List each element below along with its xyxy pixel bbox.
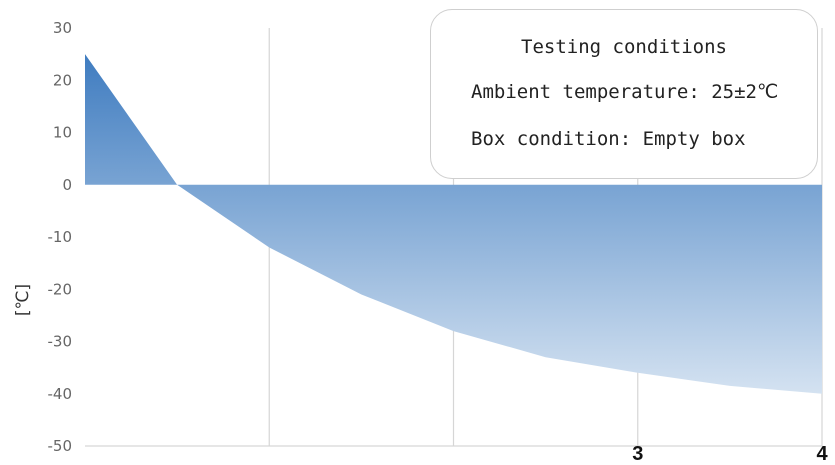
y-axis-label: [℃] <box>13 284 33 316</box>
legend-ambient-temperature: Ambient temperature: 25±2℃ <box>471 81 779 103</box>
y-tick-label: -50 <box>48 437 73 455</box>
y-tick-label: 20 <box>53 71 72 89</box>
y-tick-label: 10 <box>53 124 72 142</box>
y-tick-label: 30 <box>53 19 72 37</box>
y-axis-ticks: 30 20 10 0 -10 -20 -30 -40 -50 <box>48 19 73 455</box>
legend-box-condition: Box condition: Empty box <box>471 128 746 150</box>
y-tick-label: -20 <box>48 280 73 298</box>
temperature-area <box>85 54 822 394</box>
area-series <box>85 54 822 394</box>
y-tick-label: -10 <box>48 228 73 246</box>
y-tick-label: 0 <box>62 176 72 194</box>
x-tick-label: 4 <box>816 443 828 465</box>
legend-title: Testing conditions <box>521 36 727 58</box>
testing-conditions-legend: Testing conditions Ambient temperature: … <box>430 9 818 179</box>
x-tick-label: 3 <box>632 443 643 465</box>
y-tick-label: -30 <box>48 333 73 351</box>
y-tick-label: -40 <box>48 385 73 403</box>
